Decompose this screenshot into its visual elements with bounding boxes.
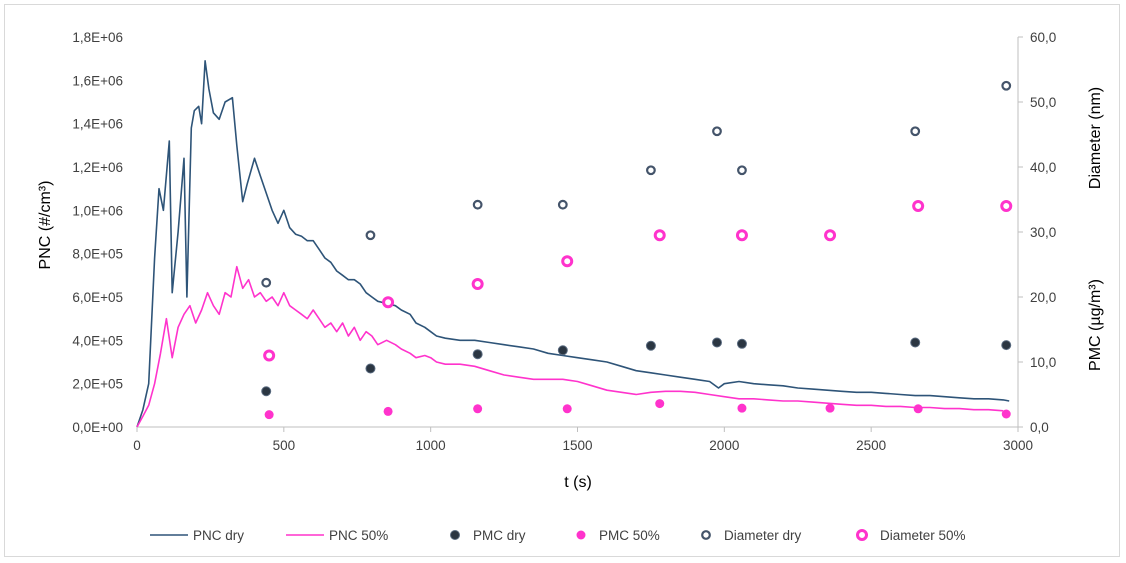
- x-axis-title: t (s): [564, 474, 592, 491]
- data-point-diameter-dry: [910, 126, 921, 137]
- data-point-diameter-50pct: [263, 349, 276, 362]
- data-point-diameter-50pct: [653, 229, 666, 242]
- legend: PNC dry PNC 50% PMC dry PMC 50% Diameter dry…: [150, 528, 966, 543]
- data-point-pmc-50pct: [737, 403, 747, 413]
- y2-tick-label: 30,0: [1030, 225, 1056, 240]
- y-tick-label: 4,0E+05: [72, 333, 123, 348]
- y-tick-label: 1,6E+06: [72, 73, 123, 88]
- y2-tick-label: 60,0: [1030, 30, 1056, 45]
- y-tick-label: 1,8E+06: [72, 30, 123, 45]
- data-point-diameter-dry: [737, 165, 747, 176]
- data-point-pmc-50pct: [383, 406, 393, 416]
- data-point-pmc-dry: [645, 340, 656, 351]
- legend-swatch-diameter-dry: [701, 530, 711, 540]
- legend-label: PMC 50%: [599, 528, 660, 543]
- legend-entry-pmc-dry: PMC dry: [450, 528, 526, 543]
- data-point-pmc-50pct: [264, 410, 274, 420]
- x-tick-label: 3000: [1003, 438, 1033, 453]
- y-tick-label: 6,0E+05: [72, 290, 123, 305]
- data-point-diameter-dry: [557, 199, 568, 210]
- legend-entry-pnc-50pct: PNC 50%: [286, 528, 388, 543]
- data-point-pmc-dry: [910, 337, 921, 348]
- data-point-diameter-dry: [1001, 80, 1012, 91]
- data-point-diameter-50pct: [912, 200, 925, 212]
- legend-entry-diameter-dry: Diameter dry: [701, 528, 802, 543]
- y-tick-label: 0,0E+00: [72, 420, 123, 435]
- legend-swatch-diameter-50pct: [856, 529, 868, 541]
- y2-axis-title-diameter: Diameter (nm): [1087, 87, 1104, 189]
- x-tick-label: 2500: [856, 438, 886, 453]
- legend-label: PMC dry: [473, 528, 526, 543]
- y-axis-title: PNC (#/cm³): [37, 181, 54, 270]
- y-tick-label: 8,0E+05: [72, 247, 123, 262]
- data-point-diameter-dry: [365, 230, 376, 241]
- x-axis-ticks: 0 500 1000 1500 2000 2500 3000: [133, 427, 1033, 453]
- y2-tick-label: 40,0: [1030, 160, 1056, 175]
- legend-label: Diameter 50%: [880, 528, 966, 543]
- data-point-pmc-50pct: [473, 404, 483, 414]
- x-tick-label: 0: [133, 438, 141, 453]
- data-point-pmc-50pct: [655, 399, 665, 409]
- y2-tick-label: 0,0: [1030, 420, 1049, 435]
- y-tick-label: 1,0E+06: [72, 203, 123, 218]
- data-point-pmc-dry: [557, 345, 568, 356]
- y-axis-ticks: 0,0E+00 2,0E+05 4,0E+05 6,0E+05 8,0E+05 1,0E+…: [72, 30, 123, 435]
- legend-label: PNC dry: [193, 528, 244, 543]
- data-point-pmc-50pct: [825, 403, 835, 413]
- x-tick-label: 1500: [562, 438, 592, 453]
- data-point-diameter-50pct: [1000, 200, 1013, 212]
- x-tick-label: 2000: [709, 438, 739, 453]
- data-point-diameter-50pct: [824, 229, 837, 242]
- legend-swatch-pmc-dry: [450, 530, 460, 540]
- data-point-diameter-50pct: [561, 255, 574, 268]
- series-pnc-50pct: [136, 265, 1004, 428]
- data-point-pmc-50pct: [1001, 409, 1011, 419]
- y-tick-label: 1,2E+06: [72, 160, 123, 175]
- data-point-diameter-dry: [646, 165, 656, 176]
- plot-area: [136, 37, 1019, 428]
- legend-label: Diameter dry: [724, 528, 802, 543]
- x-tick-label: 1000: [416, 438, 446, 453]
- series-pmc-dry: [261, 337, 1012, 397]
- y2-tick-label: 20,0: [1030, 290, 1056, 305]
- data-point-diameter-dry: [712, 126, 722, 137]
- legend-entry-pnc-dry: PNC dry: [150, 528, 244, 543]
- data-point-pmc-dry: [472, 349, 483, 360]
- data-point-pmc-dry: [736, 338, 747, 349]
- series-line-pnc-dry: [136, 60, 1010, 428]
- series-pmc-50pct: [264, 399, 1011, 420]
- data-point-pmc-dry: [261, 386, 272, 397]
- data-point-diameter-dry: [472, 199, 483, 210]
- series-diameter-dry: [261, 80, 1012, 288]
- data-point-pmc-dry: [1001, 340, 1012, 351]
- data-point-diameter-50pct: [382, 296, 395, 309]
- y2-axis-title-pmc: PMC (µg/m³): [1087, 279, 1104, 371]
- series-line-pnc-50pct: [136, 265, 1004, 428]
- data-point-pmc-dry: [711, 337, 722, 348]
- series-pnc-dry: [136, 60, 1010, 428]
- data-point-diameter-50pct: [735, 229, 748, 242]
- data-point-pmc-50pct: [913, 404, 923, 414]
- y2-axis-ticks: 0,0 10,0 20,0 30,0 40,0 50,0 60,0: [1018, 30, 1056, 435]
- legend-swatch-pmc-50pct: [576, 530, 586, 540]
- chart-frame: [4, 4, 1120, 557]
- data-point-pmc-dry: [365, 363, 376, 374]
- data-point-diameter-50pct: [471, 278, 484, 290]
- series-diameter-50pct: [263, 200, 1013, 362]
- data-point-pmc-50pct: [562, 404, 572, 414]
- y-tick-label: 2,0E+05: [72, 377, 123, 392]
- x-tick-label: 500: [273, 438, 296, 453]
- y2-tick-label: 10,0: [1030, 355, 1056, 370]
- legend-entry-diameter-50pct: Diameter 50%: [856, 528, 966, 543]
- y-tick-label: 1,4E+06: [72, 117, 123, 132]
- y2-tick-label: 50,0: [1030, 95, 1056, 110]
- legend-label: PNC 50%: [329, 528, 388, 543]
- data-point-diameter-dry: [261, 277, 272, 288]
- legend-entry-pmc-50pct: PMC 50%: [576, 528, 660, 543]
